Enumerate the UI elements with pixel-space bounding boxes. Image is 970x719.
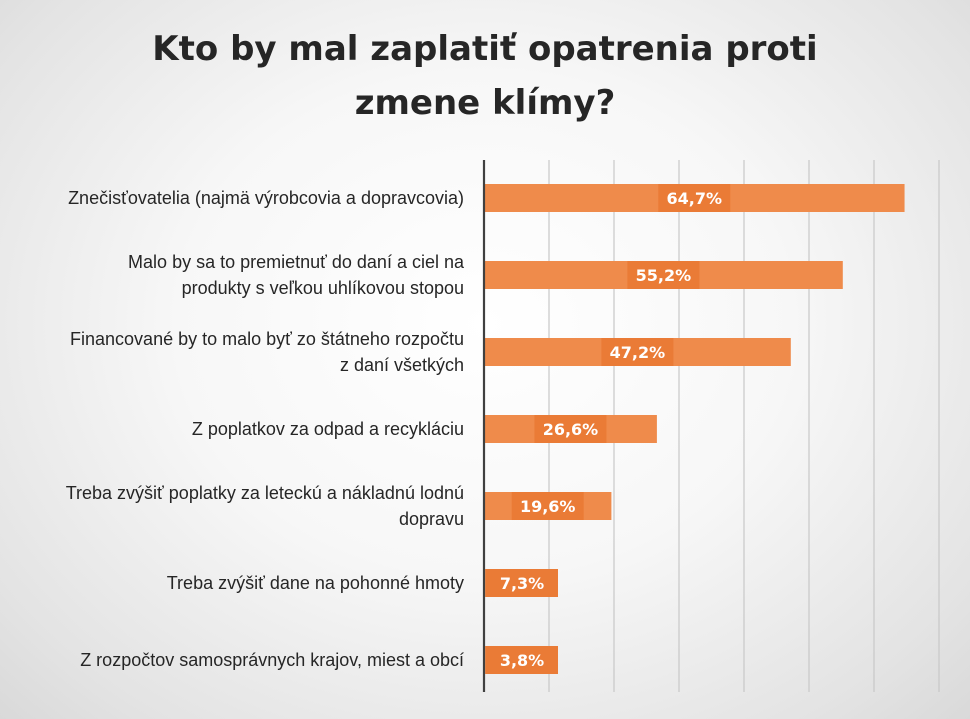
data-label-box — [534, 415, 607, 443]
category-labels: Znečisťovatelia (najmä výrobcovia a dopr… — [66, 188, 465, 670]
data-label-box — [486, 569, 558, 597]
data-label: 19,6% — [520, 497, 576, 516]
chart-title: Kto by mal zaplatiť opatrenia proti zmen… — [152, 29, 818, 123]
data-label-box — [486, 646, 558, 674]
data-label: 55,2% — [636, 266, 692, 285]
category-label: Malo by sa to premietnuť do daní a ciel … — [128, 252, 465, 298]
data-label-box — [627, 261, 700, 289]
data-label: 47,2% — [610, 343, 666, 362]
category-label: Znečisťovatelia (najmä výrobcovia a dopr… — [68, 188, 464, 208]
data-label: 26,6% — [543, 420, 599, 439]
category-label: Z rozpočtov samosprávnych krajov, miest … — [80, 650, 464, 670]
bars: 64,7% 55,2% 47,2% 26,6% 19,6% 7,3% 3,8% — [484, 184, 905, 674]
category-label: Treba zvýšiť dane na pohonné hmoty — [167, 573, 464, 593]
category-label: Treba zvýšiť poplatky za leteckú a nákla… — [66, 483, 464, 529]
data-label: 3,8% — [500, 651, 544, 670]
data-label-box — [658, 184, 731, 212]
data-label-box — [511, 492, 584, 520]
data-label-box — [601, 338, 674, 366]
category-label: Financované by to malo byť zo štátneho r… — [70, 329, 464, 375]
data-label: 7,3% — [500, 574, 544, 593]
category-label: Z poplatkov za odpad a recykláciu — [192, 419, 464, 439]
data-label: 64,7% — [667, 189, 723, 208]
